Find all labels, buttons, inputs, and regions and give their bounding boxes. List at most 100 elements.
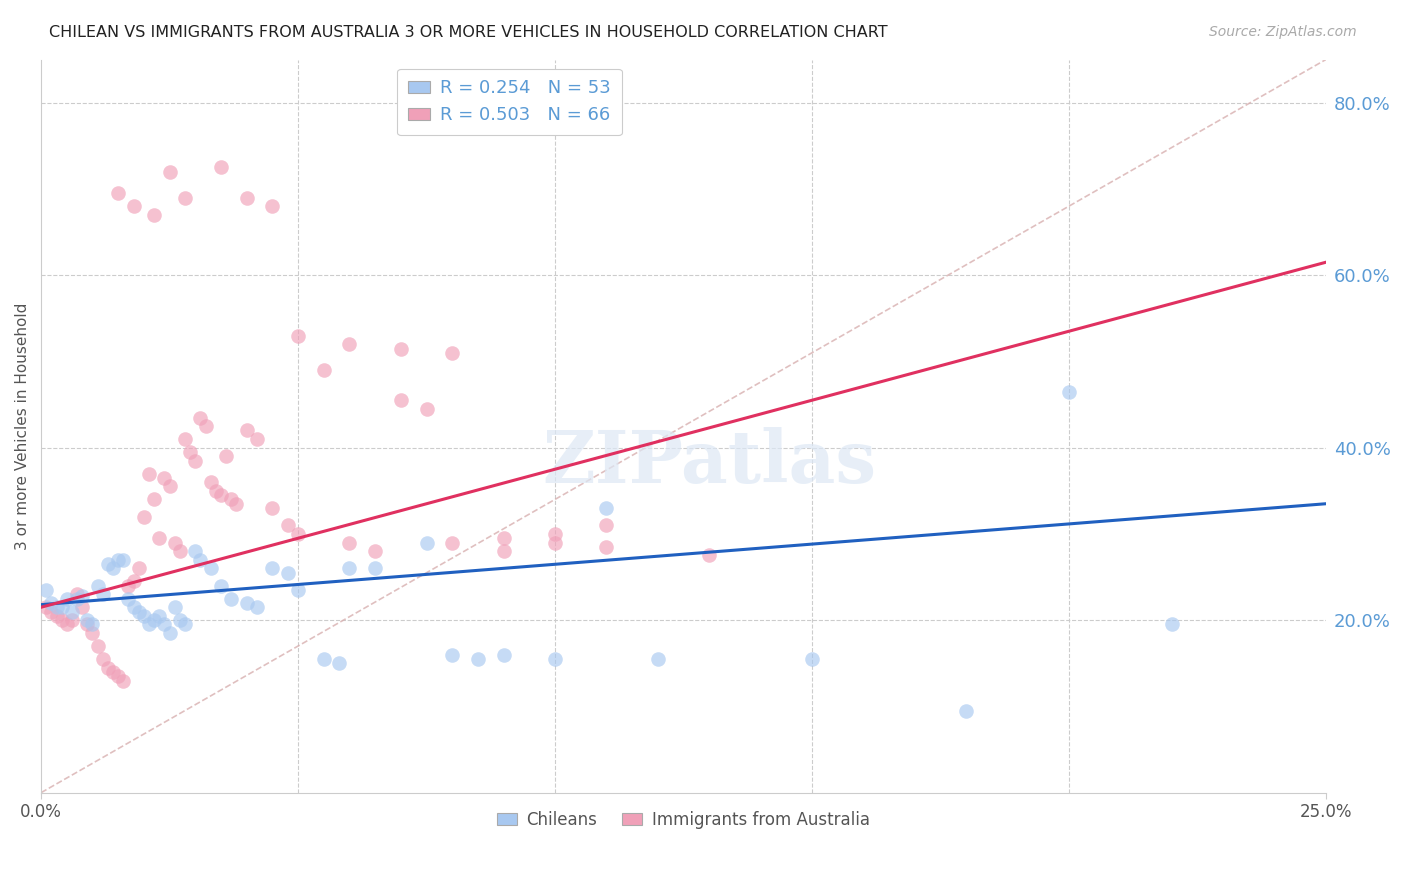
Point	[467, 652, 489, 666]
Point	[209, 579, 232, 593]
Point	[91, 587, 114, 601]
Point	[235, 596, 257, 610]
Point	[339, 561, 361, 575]
Point	[97, 557, 120, 571]
Point	[1057, 384, 1080, 399]
Point	[215, 450, 238, 464]
Point	[697, 549, 720, 563]
Point	[35, 582, 58, 597]
Point	[277, 566, 299, 580]
Point	[492, 648, 515, 662]
Point	[415, 535, 437, 549]
Point	[235, 424, 257, 438]
Point	[209, 488, 232, 502]
Point	[246, 600, 269, 615]
Point	[107, 186, 129, 201]
Point	[117, 579, 139, 593]
Point	[595, 518, 617, 533]
Point	[143, 613, 166, 627]
Point	[544, 527, 567, 541]
Point	[174, 191, 197, 205]
Point	[97, 660, 120, 674]
Point	[153, 471, 176, 485]
Point	[107, 669, 129, 683]
Point	[117, 591, 139, 606]
Point	[339, 535, 361, 549]
Point	[60, 613, 83, 627]
Point	[955, 704, 977, 718]
Point	[205, 483, 228, 498]
Point	[138, 617, 160, 632]
Point	[132, 608, 155, 623]
Point	[159, 479, 181, 493]
Point	[1160, 617, 1182, 632]
Point	[312, 363, 335, 377]
Point	[312, 652, 335, 666]
Point	[143, 492, 166, 507]
Point	[209, 161, 232, 175]
Point	[389, 342, 412, 356]
Point	[328, 657, 350, 671]
Point	[128, 561, 150, 575]
Point	[179, 445, 201, 459]
Point	[287, 328, 309, 343]
Point	[148, 531, 170, 545]
Point	[441, 346, 464, 360]
Point	[163, 600, 186, 615]
Point	[122, 600, 145, 615]
Point	[595, 540, 617, 554]
Point	[174, 432, 197, 446]
Point	[122, 574, 145, 589]
Point	[56, 591, 79, 606]
Point	[287, 582, 309, 597]
Point	[169, 544, 191, 558]
Point	[76, 617, 98, 632]
Point	[82, 617, 104, 632]
Point	[225, 497, 247, 511]
Text: Source: ZipAtlas.com: Source: ZipAtlas.com	[1209, 25, 1357, 39]
Point	[60, 605, 83, 619]
Point	[159, 626, 181, 640]
Point	[200, 475, 222, 490]
Point	[262, 199, 284, 213]
Point	[219, 591, 242, 606]
Point	[56, 617, 79, 632]
Text: ZIPatlas: ZIPatlas	[543, 427, 876, 499]
Point	[41, 596, 63, 610]
Point	[101, 665, 124, 679]
Point	[76, 613, 98, 627]
Point	[86, 639, 108, 653]
Point	[132, 509, 155, 524]
Point	[194, 419, 217, 434]
Point	[66, 591, 89, 606]
Point	[148, 608, 170, 623]
Point	[287, 527, 309, 541]
Point	[91, 652, 114, 666]
Point	[415, 401, 437, 416]
Point	[246, 432, 269, 446]
Point	[51, 600, 73, 615]
Point	[163, 535, 186, 549]
Point	[169, 613, 191, 627]
Point	[41, 605, 63, 619]
Point	[45, 600, 67, 615]
Point	[800, 652, 823, 666]
Point	[112, 553, 135, 567]
Point	[51, 613, 73, 627]
Point	[544, 652, 567, 666]
Point	[389, 393, 412, 408]
Point	[441, 648, 464, 662]
Point	[128, 605, 150, 619]
Point	[138, 467, 160, 481]
Point	[235, 191, 257, 205]
Point	[277, 518, 299, 533]
Point	[70, 600, 93, 615]
Point	[190, 553, 212, 567]
Point	[190, 410, 212, 425]
Point	[101, 561, 124, 575]
Text: CHILEAN VS IMMIGRANTS FROM AUSTRALIA 3 OR MORE VEHICLES IN HOUSEHOLD CORRELATION: CHILEAN VS IMMIGRANTS FROM AUSTRALIA 3 O…	[49, 25, 887, 40]
Point	[70, 589, 93, 603]
Point	[107, 553, 129, 567]
Point	[441, 535, 464, 549]
Point	[82, 626, 104, 640]
